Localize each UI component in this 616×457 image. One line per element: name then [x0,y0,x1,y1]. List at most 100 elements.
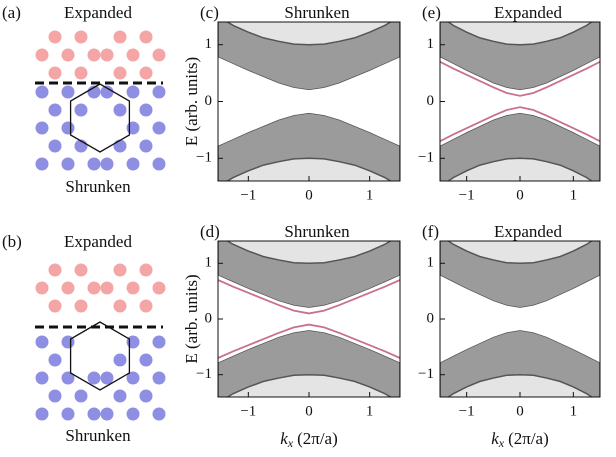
y-tick-label: 1 [205,255,213,271]
panel-label: (a) [2,3,21,22]
site [48,103,62,117]
site [126,335,140,349]
y-tick-label: 0 [427,310,435,326]
site [74,103,88,117]
plot-area [440,241,600,397]
site [139,66,153,80]
x-tick-label: −1 [459,187,475,203]
x-tick-label: 0 [305,187,313,203]
site [113,30,127,44]
x-tick-label: −1 [459,403,475,419]
region-label: Shrunken [65,177,131,196]
site [35,407,49,421]
site [126,371,140,385]
bulk-band [218,22,400,91]
y-tick-label: 1 [427,36,435,52]
x-tick-label: −1 [240,403,256,419]
site [100,48,114,62]
y-tick-label: −1 [418,150,434,166]
y-tick-label: −1 [196,150,212,166]
site [152,407,166,421]
band-gap [440,275,600,363]
panel-label: (c) [200,3,219,22]
site [100,371,114,385]
band-gap [218,275,400,363]
y-tick-label: 0 [205,310,213,326]
site [152,85,166,99]
site [74,299,88,313]
site [113,353,127,367]
site [48,263,62,277]
unit: (2π/a) [297,429,338,448]
panel-label: (b) [2,232,22,251]
chart-title: Shrunken [284,222,350,241]
site [61,121,75,135]
site [87,281,101,295]
site [48,299,62,313]
site [87,157,101,171]
y-tick-label: 0 [427,93,435,109]
site [87,371,101,385]
site [152,48,166,62]
x-tick-label: 1 [570,187,578,203]
site [100,281,114,295]
site [139,103,153,117]
site [126,281,140,295]
site [74,263,88,277]
edge-state [218,323,400,359]
band-gap [440,57,600,146]
site [152,371,166,385]
site [113,299,127,313]
panel-label: (e) [422,3,441,22]
site [35,157,49,171]
site [126,85,140,99]
hexagon [69,321,131,391]
chart-title: Shrunken [284,3,350,22]
x-tick-label: 0 [305,403,313,419]
site [113,139,127,153]
x-axis-label: kx (2π/a) [491,429,549,450]
x-tick-label: 0 [516,403,524,419]
site [126,157,140,171]
site [87,407,101,421]
edge-state [218,279,400,315]
site [35,85,49,99]
site [48,30,62,44]
site [100,157,114,171]
site [139,389,153,403]
symbol: k [280,429,288,448]
y-tick-label: −1 [418,366,434,382]
site [126,407,140,421]
site [152,121,166,135]
plot-area [218,22,400,181]
band-gap [218,57,400,146]
bulk-band [440,329,600,397]
region-label: Expanded [64,3,132,22]
subscript: x [498,436,505,450]
site [87,48,101,62]
y-tick-label: −1 [196,366,212,382]
site [35,371,49,385]
site [152,335,166,349]
chart-title: Expanded [494,3,562,22]
bulk-band [218,241,400,309]
site [61,407,75,421]
site [113,103,127,117]
site [139,30,153,44]
site [61,281,75,295]
region-label: Shrunken [65,426,131,445]
site [126,121,140,135]
symbol: k [491,429,499,448]
site [48,353,62,367]
site [152,157,166,171]
site [139,263,153,277]
site [74,30,88,44]
y-axis-label: E (arb. units) [182,57,201,146]
y-tick-label: 0 [205,93,213,109]
site [152,281,166,295]
plot-area [218,241,400,397]
site [113,389,127,403]
site [35,121,49,135]
x-tick-label: −1 [240,187,256,203]
